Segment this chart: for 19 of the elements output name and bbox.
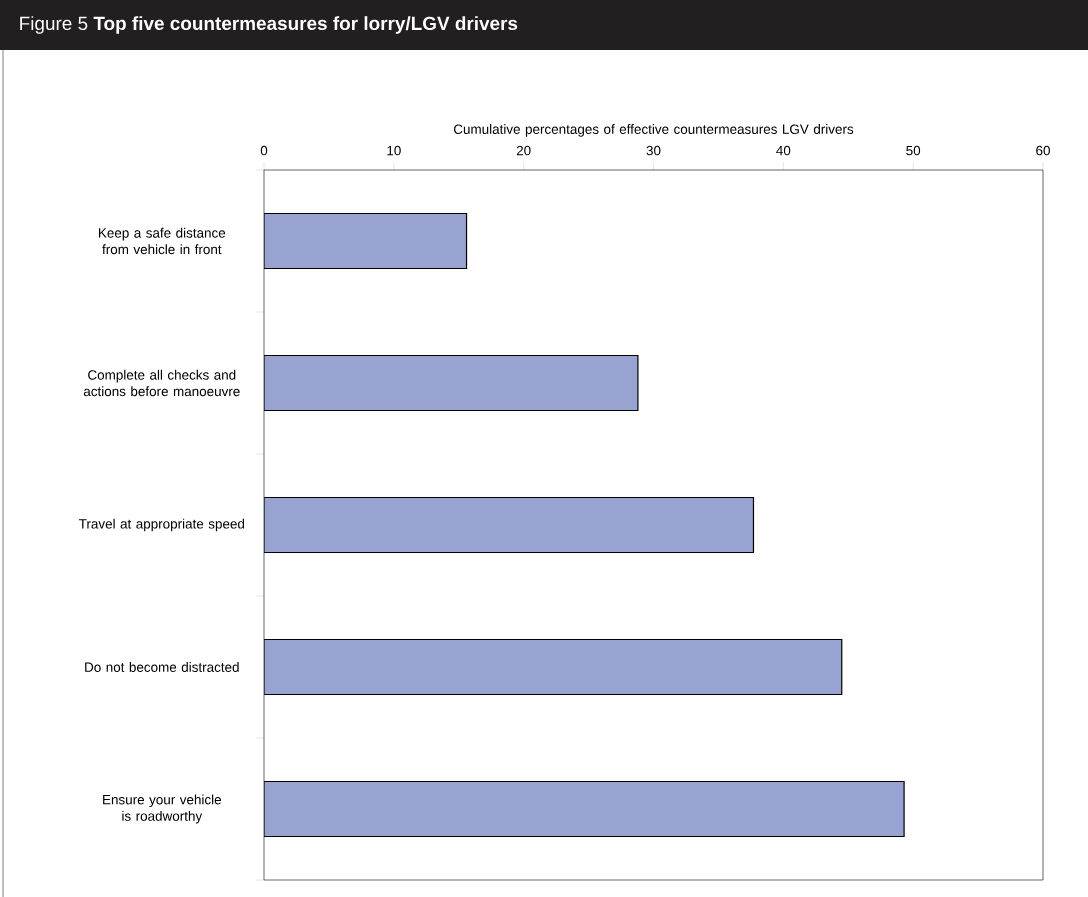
x-tick-label: 60 xyxy=(1036,145,1050,156)
x-tick-label: 50 xyxy=(906,145,921,156)
y-tick-label: Ensure your vehicle is roadworthy xyxy=(103,794,221,824)
y-tick-label: Travel at appropriate speed xyxy=(79,518,245,532)
bar xyxy=(264,354,639,412)
chart-title: Figure 5 Top five countermeasures for lorry/LGV drivers xyxy=(20,16,518,34)
y-tick-label: Do not become distracted xyxy=(85,662,239,672)
y-tick-label: Keep a safe distance from vehicle in front xyxy=(99,227,226,255)
x-tick-label: 30 xyxy=(646,145,661,156)
bar xyxy=(264,638,843,696)
x-tick-label: 10 xyxy=(387,145,401,156)
y-tick-label: Complete all checks and actions before manoeuvre xyxy=(83,369,240,397)
x-tick-label: 0 xyxy=(260,145,268,156)
x-tick-label: 20 xyxy=(516,145,531,156)
bar xyxy=(264,212,468,270)
x-axis-title: Cumulative percentages of effective countermeasures LGV drivers xyxy=(453,124,854,137)
x-tick-label: 40 xyxy=(776,145,791,156)
bar xyxy=(264,780,905,838)
bar xyxy=(264,496,755,554)
